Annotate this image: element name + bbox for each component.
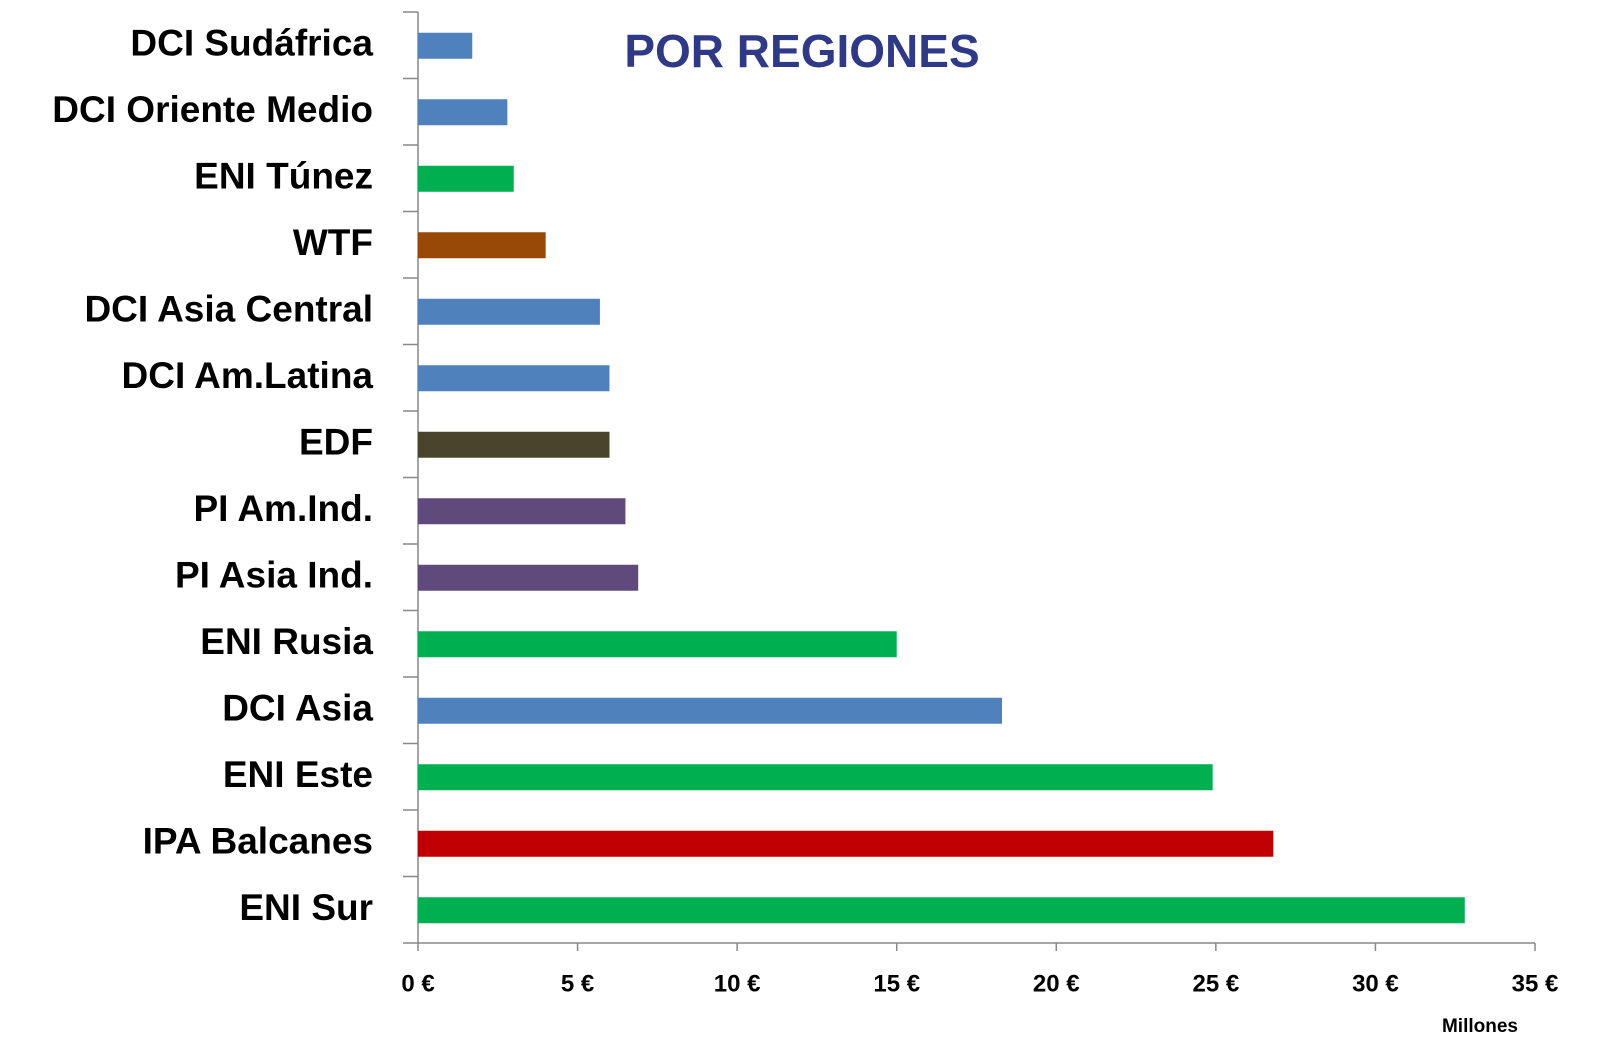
bar	[418, 498, 625, 524]
bar	[418, 299, 600, 325]
y-tick-label: WTF	[293, 222, 373, 263]
x-tick-label: 0 €	[401, 970, 434, 997]
x-tick-label: 5 €	[561, 970, 594, 997]
bar	[418, 831, 1273, 857]
y-tick-label: EDF	[299, 422, 373, 463]
x-tick-label: 10 €	[714, 970, 761, 997]
bar	[418, 432, 609, 458]
page: POR REGIONES Millones 0 € 5 € 10 € 15 € 20 €…	[0, 0, 1601, 1059]
y-tick-label: ENI Rusia	[200, 621, 373, 662]
y-tick-label: DCI Asia	[222, 688, 373, 729]
bar	[418, 631, 897, 657]
y-tick-label: DCI Oriente Medio	[52, 89, 373, 130]
bar	[418, 99, 507, 125]
y-tick-label: PI Am.Ind.	[193, 488, 373, 529]
x-tick-label: 25 €	[1192, 970, 1239, 997]
chart: POR REGIONES Millones 0 € 5 € 10 € 15 € 20 €…	[0, 0, 1601, 1059]
y-tick-label: DCI Asia Central	[84, 289, 373, 330]
y-tick-label: IPA Balcanes	[143, 821, 373, 862]
bar	[418, 698, 1002, 724]
y-tick-label: DCI Am.Latina	[122, 355, 374, 396]
y-tick-label: PI Asia Ind.	[175, 555, 373, 596]
bar	[418, 232, 546, 258]
y-tick-label: ENI Este	[223, 754, 373, 795]
bar	[418, 764, 1213, 790]
x-tick-label: 15 €	[873, 970, 920, 997]
bar	[418, 565, 638, 591]
y-tick-label: ENI Túnez	[194, 156, 373, 197]
x-axis-label: Millones	[1442, 1016, 1518, 1037]
bar	[418, 33, 472, 59]
x-tick-label: 35 €	[1512, 970, 1559, 997]
x-tick-label: 30 €	[1352, 970, 1399, 997]
y-tick-label: ENI Sur	[239, 887, 373, 928]
x-tick-label: 20 €	[1033, 970, 1080, 997]
chart-title: POR REGIONES	[624, 25, 979, 77]
bar	[418, 365, 609, 391]
bar	[418, 166, 514, 192]
bar	[418, 897, 1465, 923]
y-tick-label: DCI Sudáfrica	[130, 23, 373, 64]
